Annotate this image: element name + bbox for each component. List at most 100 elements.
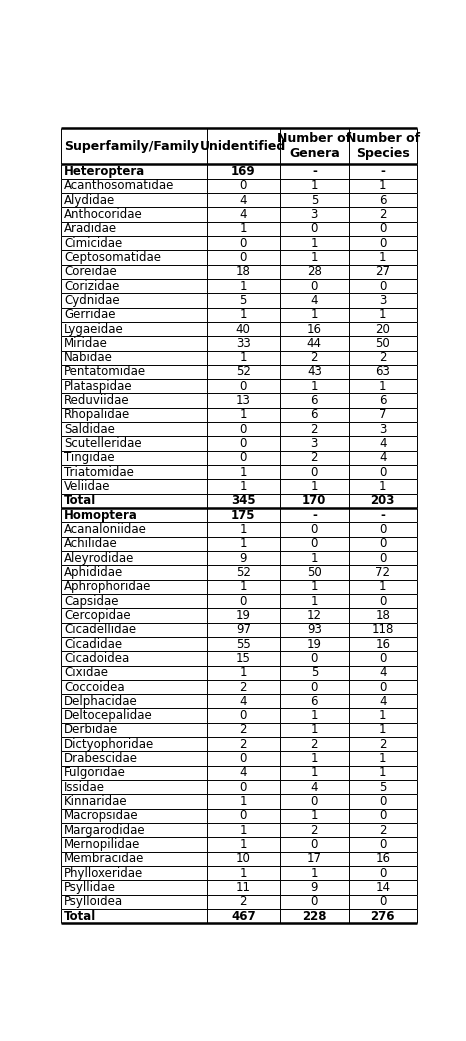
Text: 1: 1: [311, 179, 318, 193]
Text: Macropsidae: Macropsidae: [64, 810, 139, 822]
Text: 3: 3: [379, 423, 386, 436]
Text: 0: 0: [240, 423, 247, 436]
Text: 93: 93: [307, 624, 322, 636]
Text: 1: 1: [379, 709, 386, 722]
Text: 0: 0: [240, 752, 247, 765]
Text: Coreidae: Coreidae: [64, 265, 117, 278]
Text: 44: 44: [307, 337, 322, 350]
Text: 1: 1: [311, 236, 318, 250]
Text: 4: 4: [379, 452, 386, 464]
Text: Margarodidae: Margarodidae: [64, 823, 146, 837]
Text: 1: 1: [311, 380, 318, 392]
Text: 203: 203: [370, 494, 395, 507]
Text: Reduviidae: Reduviidae: [64, 395, 130, 407]
Text: 1: 1: [240, 795, 247, 808]
Text: Pentatomidae: Pentatomidae: [64, 365, 146, 379]
Text: 50: 50: [307, 566, 322, 579]
Text: 1: 1: [379, 723, 386, 736]
Text: 0: 0: [379, 681, 386, 693]
Text: 1: 1: [240, 867, 247, 880]
Text: 4: 4: [379, 666, 386, 679]
Text: 72: 72: [375, 566, 390, 579]
Text: 2: 2: [379, 208, 386, 221]
Text: 6: 6: [379, 395, 386, 407]
Text: 0: 0: [240, 709, 247, 722]
Text: 0: 0: [240, 594, 247, 608]
Text: 1: 1: [240, 223, 247, 235]
Text: 1: 1: [240, 465, 247, 479]
Text: 1: 1: [240, 838, 247, 852]
Text: 1: 1: [311, 752, 318, 765]
Text: Acanthosomatidae: Acanthosomatidae: [64, 179, 174, 193]
Text: Dictyophoridae: Dictyophoridae: [64, 738, 154, 751]
Text: Cydnidae: Cydnidae: [64, 294, 120, 307]
Text: 1: 1: [379, 308, 386, 322]
Text: 0: 0: [379, 236, 386, 250]
Text: 2: 2: [311, 351, 318, 364]
Text: 18: 18: [236, 265, 251, 278]
Text: 6: 6: [311, 395, 318, 407]
Text: 0: 0: [379, 552, 386, 564]
Text: 2: 2: [240, 895, 247, 909]
Text: Aleyrodidae: Aleyrodidae: [64, 552, 134, 564]
Text: 2: 2: [240, 723, 247, 736]
Text: 18: 18: [375, 609, 390, 621]
Text: 9: 9: [240, 552, 247, 564]
Text: 1: 1: [311, 594, 318, 608]
Text: 1: 1: [311, 723, 318, 736]
Text: 4: 4: [379, 437, 386, 450]
Text: 1: 1: [311, 308, 318, 322]
Text: Number of
Genera: Number of Genera: [277, 132, 351, 160]
Text: Membracidae: Membracidae: [64, 853, 144, 865]
Text: 0: 0: [311, 280, 318, 293]
Text: 50: 50: [376, 337, 390, 350]
Text: 0: 0: [379, 594, 386, 608]
Text: 0: 0: [379, 465, 386, 479]
Text: 170: 170: [302, 494, 327, 507]
Text: 14: 14: [375, 881, 390, 894]
Text: Total: Total: [64, 910, 96, 922]
Text: 4: 4: [240, 766, 247, 780]
Text: 2: 2: [240, 681, 247, 693]
Text: 1: 1: [379, 766, 386, 780]
Text: 20: 20: [375, 323, 390, 335]
Text: 17: 17: [307, 853, 322, 865]
Text: 0: 0: [240, 452, 247, 464]
Text: 6: 6: [379, 194, 386, 207]
Text: 1: 1: [240, 408, 247, 422]
Text: Heteroptera: Heteroptera: [64, 166, 145, 178]
Text: Aradidae: Aradidae: [64, 223, 117, 235]
Text: 6: 6: [311, 694, 318, 708]
Text: 16: 16: [375, 637, 390, 651]
Text: 4: 4: [240, 194, 247, 207]
Text: Tingidae: Tingidae: [64, 452, 115, 464]
Text: Ceptosomatidae: Ceptosomatidae: [64, 251, 161, 264]
Text: Gerridae: Gerridae: [64, 308, 116, 322]
Text: 0: 0: [311, 523, 318, 536]
Text: Psyllidae: Psyllidae: [64, 881, 116, 894]
Text: -: -: [380, 166, 385, 178]
Text: Cicadellidae: Cicadellidae: [64, 624, 136, 636]
Text: 52: 52: [236, 566, 251, 579]
Text: 63: 63: [375, 365, 390, 379]
Text: 0: 0: [311, 795, 318, 808]
Text: 4: 4: [311, 781, 318, 793]
Text: 175: 175: [231, 509, 255, 522]
Text: 10: 10: [236, 853, 251, 865]
Text: 9: 9: [311, 881, 318, 894]
Text: Coccoidea: Coccoidea: [64, 681, 124, 693]
Text: 0: 0: [379, 795, 386, 808]
Text: Rhopalidae: Rhopalidae: [64, 408, 130, 422]
Text: 5: 5: [311, 666, 318, 679]
Text: 1: 1: [240, 280, 247, 293]
Text: 5: 5: [311, 194, 318, 207]
Text: 19: 19: [236, 609, 251, 621]
Text: 0: 0: [311, 895, 318, 909]
Text: 1: 1: [240, 666, 247, 679]
Text: 1: 1: [240, 351, 247, 364]
Text: 2: 2: [311, 823, 318, 837]
Text: 1: 1: [240, 580, 247, 593]
Text: 345: 345: [231, 494, 255, 507]
Text: 1: 1: [379, 251, 386, 264]
Text: 0: 0: [379, 523, 386, 536]
